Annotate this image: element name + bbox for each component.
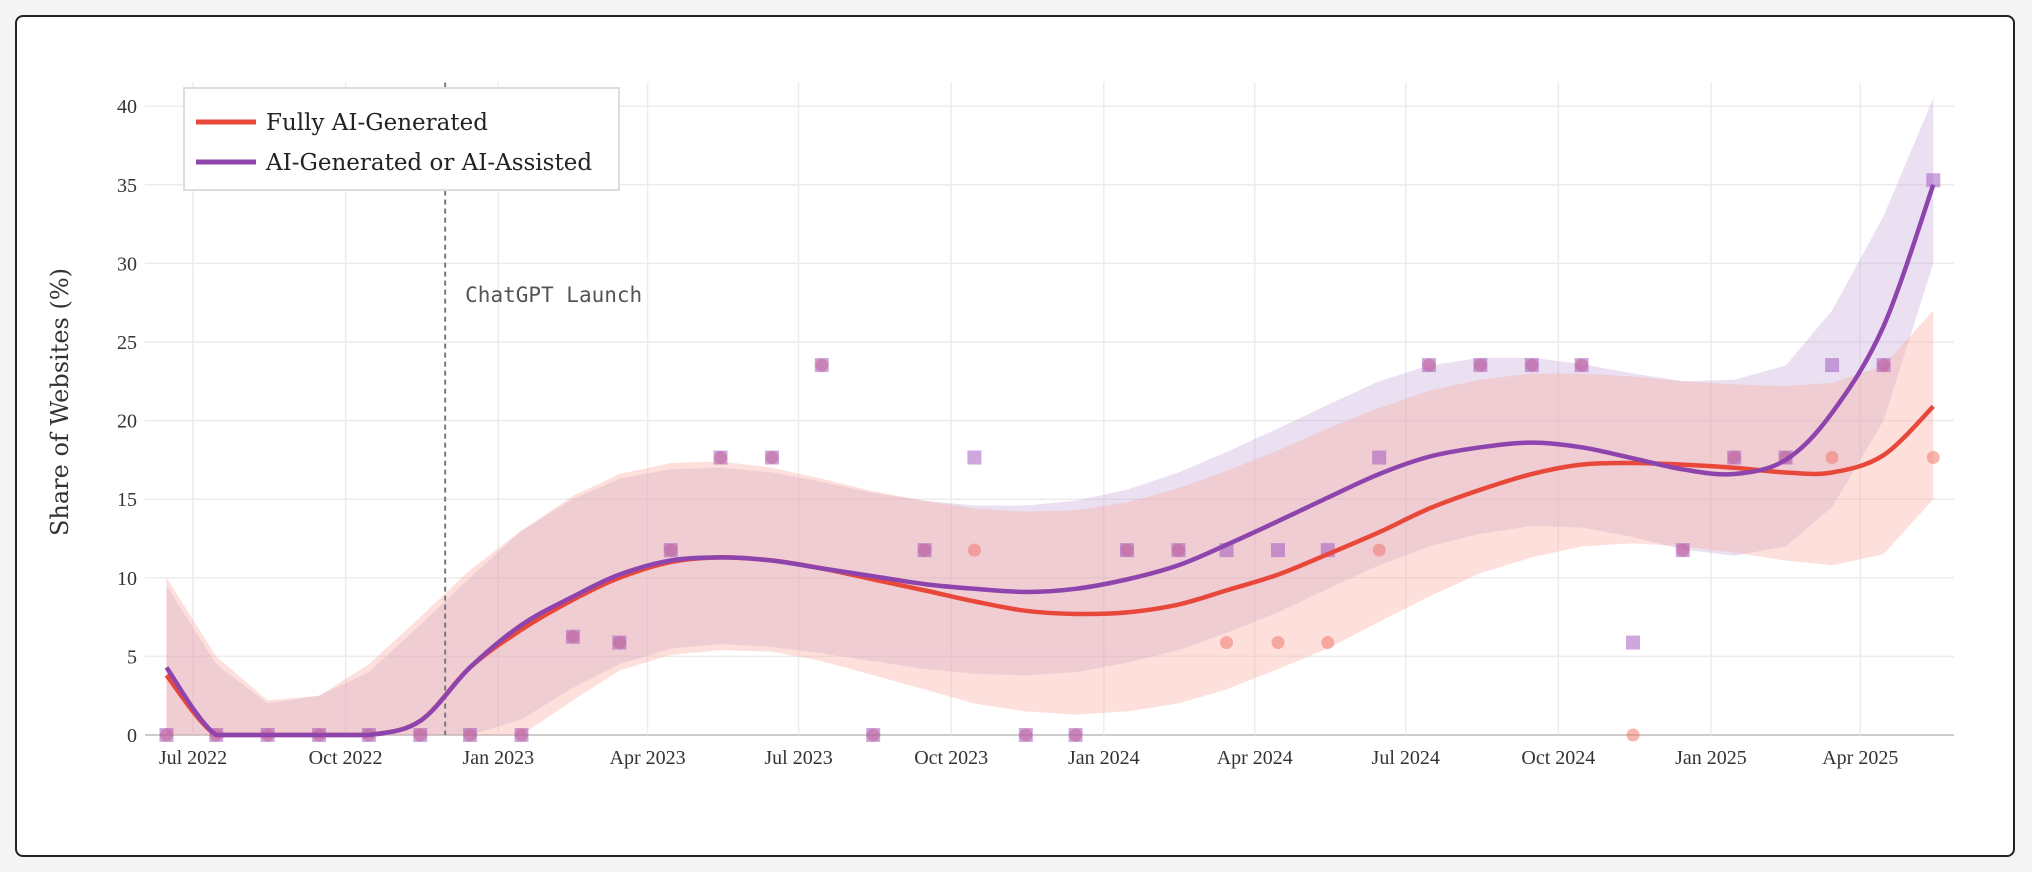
y-tick-label: 15 xyxy=(117,489,137,511)
x-tick-label: Apr 2024 xyxy=(1217,747,1293,769)
data-point-square xyxy=(1372,450,1387,465)
data-point-square xyxy=(463,728,478,742)
data-point-square xyxy=(1675,543,1690,558)
data-point-square xyxy=(1876,358,1891,373)
y-tick-label: 20 xyxy=(117,411,137,433)
y-tick-label: 30 xyxy=(117,253,137,275)
data-point-square xyxy=(1068,728,1083,742)
data-point-circle xyxy=(1321,636,1335,650)
y-axis-label: Share of Websites (%) xyxy=(46,268,74,536)
x-tick-label: Jul 2022 xyxy=(159,747,227,769)
legend-box xyxy=(183,87,620,191)
data-point-square xyxy=(1626,635,1641,650)
data-point-square xyxy=(1120,543,1135,558)
x-tick-label: Jul 2023 xyxy=(764,747,832,769)
confidence-band-fully-ai xyxy=(166,310,1934,735)
trend-line-ai-assisted xyxy=(164,184,1936,738)
data-point-square xyxy=(1421,358,1436,373)
data-point-circle xyxy=(1926,451,1940,465)
data-point-circle xyxy=(1220,636,1234,650)
data-point-circle xyxy=(1626,728,1640,742)
data-point-square xyxy=(917,543,932,558)
data-point-square xyxy=(514,728,529,742)
chatgpt-launch-label: ChatGPT Launch xyxy=(465,283,642,307)
x-tick-label: Jan 2024 xyxy=(1068,747,1140,769)
data-point-square xyxy=(663,543,678,558)
x-tick-label: Jul 2024 xyxy=(1372,747,1440,769)
data-point-square xyxy=(1825,358,1840,373)
data-point-square xyxy=(1524,358,1539,373)
x-tick-label: Oct 2023 xyxy=(914,747,988,769)
data-point-circle xyxy=(1372,543,1386,557)
confidence-band-ai-assisted xyxy=(166,98,1934,736)
x-tick-label: Apr 2025 xyxy=(1822,747,1898,769)
legend: Fully AI-Generated AI-Generated or AI-Ass… xyxy=(183,87,620,191)
y-tick-label: 25 xyxy=(117,332,137,354)
legend-label: AI-Generated or AI-Assisted xyxy=(265,150,592,176)
legend-label: Fully AI-Generated xyxy=(266,110,488,136)
data-point-circle xyxy=(1825,451,1839,465)
data-point-square xyxy=(1574,358,1589,373)
y-tick-label: 10 xyxy=(117,568,137,590)
data-point-square xyxy=(1171,543,1186,558)
data-point-square xyxy=(1018,728,1033,742)
data-point-square xyxy=(413,728,428,742)
data-point-square xyxy=(612,635,627,650)
y-tick-label: 5 xyxy=(127,646,137,668)
x-tick-label: Apr 2023 xyxy=(610,747,686,769)
data-point-square xyxy=(866,728,881,742)
data-point-square xyxy=(764,450,779,465)
data-point-square xyxy=(967,450,982,465)
x-tick-label: Jan 2023 xyxy=(462,747,534,769)
data-point-square xyxy=(713,450,728,465)
y-tick-label: 40 xyxy=(117,96,137,118)
data-point-circle xyxy=(1271,636,1285,650)
data-point-square xyxy=(159,728,174,742)
data-point-square xyxy=(1926,173,1941,188)
data-point-square xyxy=(1473,358,1488,373)
data-point-square xyxy=(1727,450,1742,465)
data-point-circle xyxy=(967,543,981,557)
x-tick-label: Oct 2022 xyxy=(309,747,383,769)
data-point-square xyxy=(814,358,829,373)
data-point-square xyxy=(565,629,580,644)
x-tick-label: Jan 2025 xyxy=(1675,747,1747,769)
x-tick-label: Oct 2024 xyxy=(1521,747,1595,769)
y-tick-label: 0 xyxy=(127,725,137,747)
data-point-square xyxy=(1270,543,1285,558)
y-tick-label: 35 xyxy=(117,175,137,197)
